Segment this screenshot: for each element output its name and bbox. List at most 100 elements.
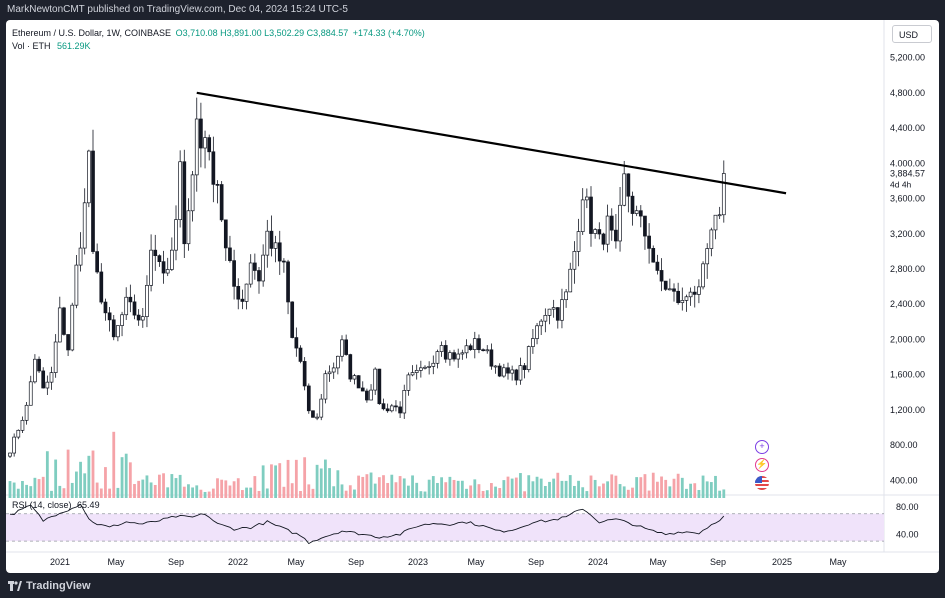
candle-body bbox=[560, 299, 564, 321]
volume-bar bbox=[50, 490, 53, 498]
volume-bar bbox=[473, 479, 477, 498]
footer-bar: TradingView bbox=[0, 574, 945, 598]
volume-bar bbox=[415, 482, 419, 498]
candle-body bbox=[232, 260, 236, 287]
volume-label[interactable]: Vol · ETH bbox=[12, 41, 51, 51]
volume-bar bbox=[265, 488, 269, 498]
volume-bar bbox=[477, 484, 481, 498]
volume-bar bbox=[257, 490, 261, 498]
volume-bar bbox=[141, 479, 145, 498]
price-chart[interactable]: 400.00 800.00 1,200.00 1,600.00 2,000.00 2,40… bbox=[6, 20, 939, 573]
volume-bar bbox=[95, 482, 99, 498]
candle-body bbox=[174, 219, 178, 251]
candle-body bbox=[701, 263, 705, 288]
lightning-icon[interactable]: ⚡ bbox=[755, 458, 769, 472]
volume-bar bbox=[647, 490, 651, 498]
chart-panel[interactable]: 400.00 800.00 1,200.00 1,600.00 2,000.00 2,40… bbox=[6, 20, 939, 573]
candle-body bbox=[369, 389, 373, 401]
volume-bar bbox=[402, 478, 406, 498]
volume-bar bbox=[207, 491, 211, 498]
volume-bar bbox=[419, 491, 423, 498]
price-change: +174.33 (+4.70%) bbox=[352, 28, 425, 38]
footer-brand[interactable]: TradingView bbox=[26, 580, 91, 592]
volume-bar bbox=[79, 461, 82, 498]
volume-bar bbox=[299, 490, 302, 498]
candle-body bbox=[277, 242, 282, 262]
candle-body bbox=[651, 248, 656, 263]
candle-body bbox=[111, 319, 116, 338]
candle-body bbox=[140, 316, 145, 321]
price-tick-label: 1,600.00 bbox=[890, 370, 925, 380]
volume-bar bbox=[25, 484, 28, 498]
volume-bar bbox=[170, 474, 174, 498]
volume-bar bbox=[104, 467, 107, 498]
volume-bar bbox=[705, 481, 709, 498]
volume-bar bbox=[610, 474, 614, 498]
volume-bar bbox=[228, 485, 232, 498]
time-tick-label: 2021 bbox=[50, 557, 70, 567]
candle-body bbox=[448, 352, 452, 360]
rsi-label[interactable]: RSI (14, close) bbox=[12, 500, 72, 510]
candle-body bbox=[684, 296, 689, 301]
volume-bar bbox=[660, 476, 663, 498]
volume-bar bbox=[460, 480, 464, 498]
volume-bar bbox=[294, 459, 298, 498]
candle-body bbox=[630, 195, 635, 214]
candle-body bbox=[419, 367, 423, 371]
volume-bar bbox=[282, 486, 286, 498]
candle-body bbox=[12, 436, 17, 454]
plus-circle-icon[interactable]: + bbox=[755, 440, 769, 454]
candle-body bbox=[37, 358, 41, 372]
volume-bar bbox=[573, 485, 576, 498]
volume-bar bbox=[448, 476, 452, 498]
volume-bar bbox=[83, 473, 87, 498]
candle-body bbox=[153, 249, 158, 257]
volume-bar bbox=[70, 482, 74, 498]
volume-bar bbox=[494, 486, 497, 498]
price-tick-label: 4,800.00 bbox=[890, 88, 925, 98]
symbol-title[interactable]: Ethereum / U.S. Dollar, 1W, COINBASE bbox=[12, 28, 172, 38]
candle-body bbox=[406, 374, 411, 391]
candle-body bbox=[82, 202, 87, 249]
volume-bar bbox=[651, 472, 655, 498]
volume-bar bbox=[502, 480, 506, 498]
volume-bar bbox=[307, 484, 311, 498]
candle-body bbox=[116, 325, 120, 338]
candle-body bbox=[236, 285, 241, 300]
volume-bar bbox=[386, 482, 390, 498]
candle-body bbox=[323, 373, 328, 400]
volume-bars bbox=[8, 431, 726, 498]
volume-bar bbox=[560, 480, 564, 498]
candle-body bbox=[161, 261, 166, 274]
candle-body bbox=[638, 210, 643, 217]
volume-bar bbox=[556, 472, 560, 498]
candle-body bbox=[311, 410, 315, 418]
volume-bar bbox=[498, 488, 502, 498]
us-flag-icon[interactable] bbox=[755, 476, 769, 490]
candle-body bbox=[257, 270, 261, 282]
candle-body bbox=[373, 368, 378, 391]
candle-body bbox=[705, 248, 710, 265]
volume-bar bbox=[344, 490, 348, 498]
candle-body bbox=[190, 174, 195, 212]
publish-bar: MarkNewtonCMT published on TradingView.c… bbox=[0, 0, 945, 20]
candle-body bbox=[273, 242, 278, 249]
volume-bar bbox=[153, 484, 157, 498]
currency-button[interactable]: USD bbox=[892, 25, 932, 43]
volume-bar bbox=[668, 486, 672, 498]
candle-body bbox=[286, 261, 290, 303]
candle-body bbox=[352, 375, 357, 380]
rsi-tick-label: 40.00 bbox=[896, 529, 919, 539]
volume-bar bbox=[324, 459, 327, 498]
volume-bar bbox=[593, 479, 597, 498]
rsi-tick-label: 80.00 bbox=[896, 502, 919, 512]
volume-bar bbox=[166, 487, 170, 498]
volume-bar bbox=[510, 478, 514, 498]
volume-bar bbox=[54, 459, 58, 498]
volume-bar bbox=[232, 481, 236, 498]
candle-body bbox=[655, 261, 660, 271]
volume-bar bbox=[606, 481, 609, 498]
candle-body bbox=[269, 230, 274, 249]
volume-bar bbox=[672, 478, 676, 498]
volume-bar bbox=[45, 451, 49, 498]
